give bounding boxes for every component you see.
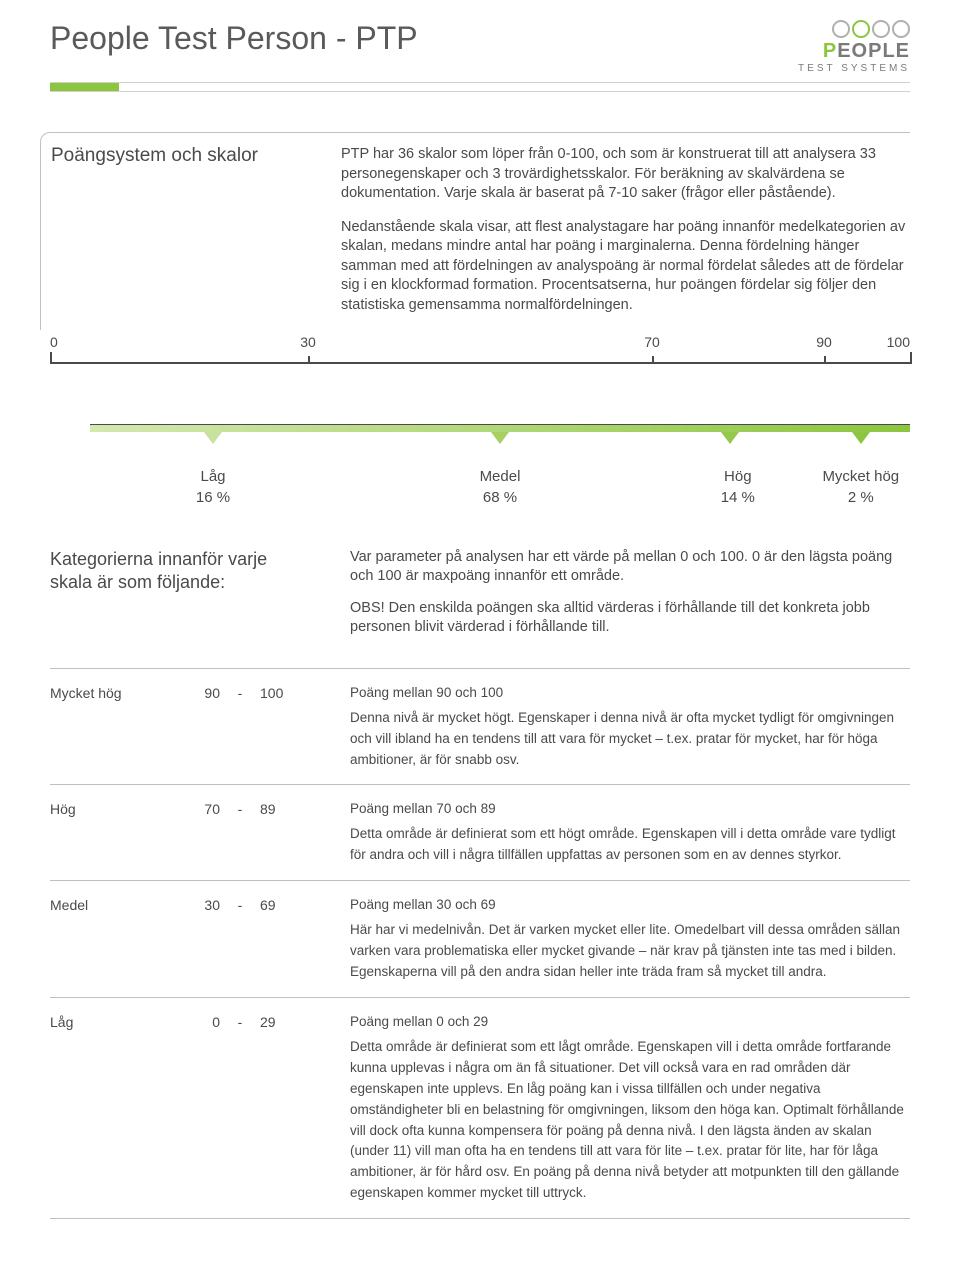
levels-list: Mycket hög90-100Poäng mellan 90 och 100D… <box>50 669 910 1219</box>
level-dash: - <box>220 1012 260 1204</box>
intro-para1: PTP har 36 skalor som löper från 0-100, … <box>341 145 910 204</box>
level-high: 29 <box>260 1012 310 1204</box>
category-cell: Hög14 % <box>664 466 812 508</box>
level-dash: - <box>220 799 260 866</box>
level-low: 0 <box>170 1012 220 1204</box>
level-body: Detta område är definierat som ett lågt … <box>350 1037 910 1204</box>
level-row: Hög70-89 Poäng mellan 70 och 89 Detta områ… <box>50 785 910 881</box>
logo-word: PEOPLE <box>798 40 910 63</box>
logo-circle-icon <box>892 20 910 38</box>
header: People Test Person - PTP PEOPLE TEST SYS… <box>50 20 910 74</box>
category-intro-body: Var parameter på analysen har ett värde … <box>350 548 910 650</box>
level-name: Hög <box>50 799 170 866</box>
category-cell: Låg16 % <box>90 466 336 508</box>
logo-circles-icon <box>798 20 910 38</box>
header-divider <box>50 82 910 92</box>
scale-pointer-icon <box>491 432 509 444</box>
logo-subtitle: TEST SYSTEMS <box>798 63 910 74</box>
axis-tick <box>652 356 654 364</box>
level-title: Poäng mellan 30 och 69 <box>350 895 910 916</box>
logo-circle-icon <box>832 20 850 38</box>
level-title: Poäng mellan 0 och 29 <box>350 1012 910 1033</box>
cat-intro-para2: OBS! Den enskilda poängen ska alltid vär… <box>350 599 910 638</box>
cat-intro-para1: Var parameter på analysen har ett värde … <box>350 548 910 587</box>
level-row: Mycket hög90-100 Poäng mellan 90 och 100 D… <box>50 669 910 786</box>
green-bar <box>90 424 910 432</box>
category-row: Låg16 %Medel68 %Hög14 %Mycket hög2 % <box>90 466 910 508</box>
level-name: Låg <box>50 1012 170 1204</box>
logo-circle-icon <box>852 20 870 38</box>
level-desc: Poäng mellan 0 och 29 Detta område är def… <box>350 1012 910 1204</box>
axis-scale: 0 30 70 90 100 <box>50 334 910 364</box>
category-name: Låg <box>90 466 336 487</box>
axis-line <box>50 362 910 364</box>
level-body: Här har vi medelnivån. Det är varken myc… <box>350 920 910 983</box>
level-low: 30 <box>170 895 220 983</box>
category-intro-block: Kategorierna innanför varje skala är som… <box>50 548 910 669</box>
level-dash: - <box>220 895 260 983</box>
axis-label: 100 <box>887 334 910 350</box>
level-name: Medel <box>50 895 170 983</box>
level-desc: Poäng mellan 90 och 100 Denna nivå är myc… <box>350 683 910 771</box>
logo-circle-icon <box>872 20 890 38</box>
green-gradient-scale <box>90 424 910 446</box>
axis-label: 30 <box>300 334 316 350</box>
axis-label: 70 <box>644 334 660 350</box>
intro-block: Poängsystem och skalor PTP har 36 skalor… <box>40 132 910 330</box>
axis-tick <box>308 356 310 364</box>
axis-tick <box>50 352 52 364</box>
category-pct: 2 % <box>812 487 910 508</box>
level-high: 89 <box>260 799 310 866</box>
intro-heading: Poängsystem och skalor <box>51 145 301 330</box>
category-pct: 14 % <box>664 487 812 508</box>
level-high: 100 <box>260 683 310 771</box>
level-high: 69 <box>260 895 310 983</box>
category-name: Hög <box>664 466 812 487</box>
level-low: 70 <box>170 799 220 866</box>
level-desc: Poäng mellan 70 och 89 Detta område är de… <box>350 799 910 866</box>
category-name: Mycket hög <box>812 466 910 487</box>
level-range: Hög70-89 <box>50 799 330 866</box>
category-pct: 16 % <box>90 487 336 508</box>
category-cell: Mycket hög2 % <box>812 466 910 508</box>
level-range: Medel30-69 <box>50 895 330 983</box>
level-row: Medel30-69 Poäng mellan 30 och 69 Här har … <box>50 881 910 998</box>
level-name: Mycket hög <box>50 683 170 771</box>
axis-label: 90 <box>816 334 832 350</box>
level-dash: - <box>220 683 260 771</box>
axis-label: 0 <box>50 334 58 350</box>
level-title: Poäng mellan 90 och 100 <box>350 683 910 704</box>
page-title: People Test Person - PTP <box>50 20 418 57</box>
category-pct: 68 % <box>336 487 664 508</box>
level-row: Låg0-29 Poäng mellan 0 och 29 Detta område… <box>50 998 910 1219</box>
scale-pointer-icon <box>204 432 222 444</box>
intro-para2: Nedanstående skala visar, att flest anal… <box>341 218 910 316</box>
axis-tick <box>910 352 912 364</box>
level-title: Poäng mellan 70 och 89 <box>350 799 910 820</box>
level-desc: Poäng mellan 30 och 69 Här har vi medelni… <box>350 895 910 983</box>
level-body: Detta område är definierat som ett högt … <box>350 824 910 866</box>
logo-green-letter: P <box>823 40 837 62</box>
intro-body: PTP har 36 skalor som löper från 0-100, … <box>341 145 910 330</box>
level-low: 90 <box>170 683 220 771</box>
logo-rest: EOPLE <box>837 40 910 62</box>
category-name: Medel <box>336 466 664 487</box>
level-body: Denna nivå är mycket högt. Egenskaper i … <box>350 708 910 771</box>
category-intro-heading: Kategorierna innanför varje skala är som… <box>50 548 310 650</box>
axis-tick <box>824 356 826 364</box>
scale-pointer-icon <box>721 432 739 444</box>
scale-pointer-icon <box>852 432 870 444</box>
level-range: Låg0-29 <box>50 1012 330 1204</box>
level-range: Mycket hög90-100 <box>50 683 330 771</box>
category-cell: Medel68 % <box>336 466 664 508</box>
logo: PEOPLE TEST SYSTEMS <box>798 20 910 74</box>
